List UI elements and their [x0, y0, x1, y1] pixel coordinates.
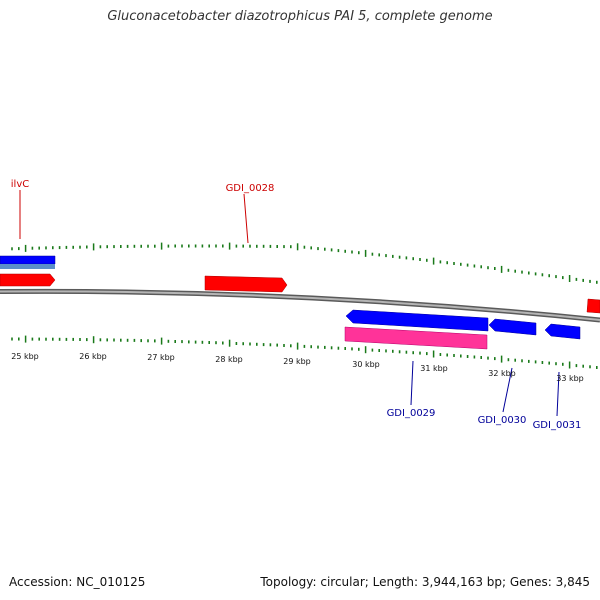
- scale-label: 30 kbp: [352, 360, 380, 369]
- gene-label-ilvC[interactable]: ilvC: [11, 179, 29, 190]
- scale-label: 33 kbp: [556, 374, 584, 383]
- scale-label: 25 kbp: [11, 352, 39, 361]
- forward-gene-edge[interactable]: [586, 298, 600, 314]
- scale-label: 32 kbp: [488, 369, 516, 378]
- genome-backbone-highlight: [0, 290, 600, 321]
- rna-feature[interactable]: [344, 326, 488, 350]
- reverse-gene-left[interactable]: [0, 255, 56, 265]
- forward-gene-ilvC[interactable]: [0, 273, 56, 287]
- scale-label: 28 kbp: [215, 355, 243, 364]
- reverse-gene-GDI_0031[interactable]: [544, 323, 581, 340]
- lower-tick-track: [11, 335, 598, 369]
- gene-label-GDI_0029[interactable]: GDI_0029: [387, 408, 436, 419]
- label-line-GDI_0028: [243, 193, 249, 244]
- reverse-gene-GDI_0029[interactable]: [345, 309, 489, 332]
- reverse-gene-GDI_0030[interactable]: [488, 318, 537, 336]
- reverse-gene-left-lightblue[interactable]: [0, 264, 55, 269]
- topology-label: Topology: circular; Length: 3,944,163 bp…: [260, 575, 590, 589]
- label-line-GDI_0029: [410, 360, 414, 406]
- gene-label-GDI_0028[interactable]: GDI_0028: [226, 183, 275, 194]
- page-title: Gluconacetobacter diazotrophicus PAI 5, …: [107, 9, 493, 24]
- scale-label: 29 kbp: [283, 357, 311, 366]
- upper-tick-track: [11, 242, 598, 284]
- label-line-GDI_0031: [556, 371, 560, 417]
- gene-label-GDI_0031[interactable]: GDI_0031: [533, 420, 582, 431]
- scale-label: 26 kbp: [79, 352, 107, 361]
- scale-labels: 25 kbp 26 kbp 27 kbp 28 kbp 29 kbp 30 kb…: [11, 352, 584, 383]
- label-line-GDI_0030: [502, 367, 513, 413]
- accession-label: Accession: NC_010125: [9, 575, 146, 589]
- scale-label: 31 kbp: [420, 364, 448, 373]
- scale-label: 27 kbp: [147, 353, 175, 362]
- forward-gene-GDI_0028[interactable]: [204, 275, 288, 293]
- genome-backbone: [0, 288, 600, 323]
- gene-label-GDI_0030[interactable]: GDI_0030: [478, 415, 527, 426]
